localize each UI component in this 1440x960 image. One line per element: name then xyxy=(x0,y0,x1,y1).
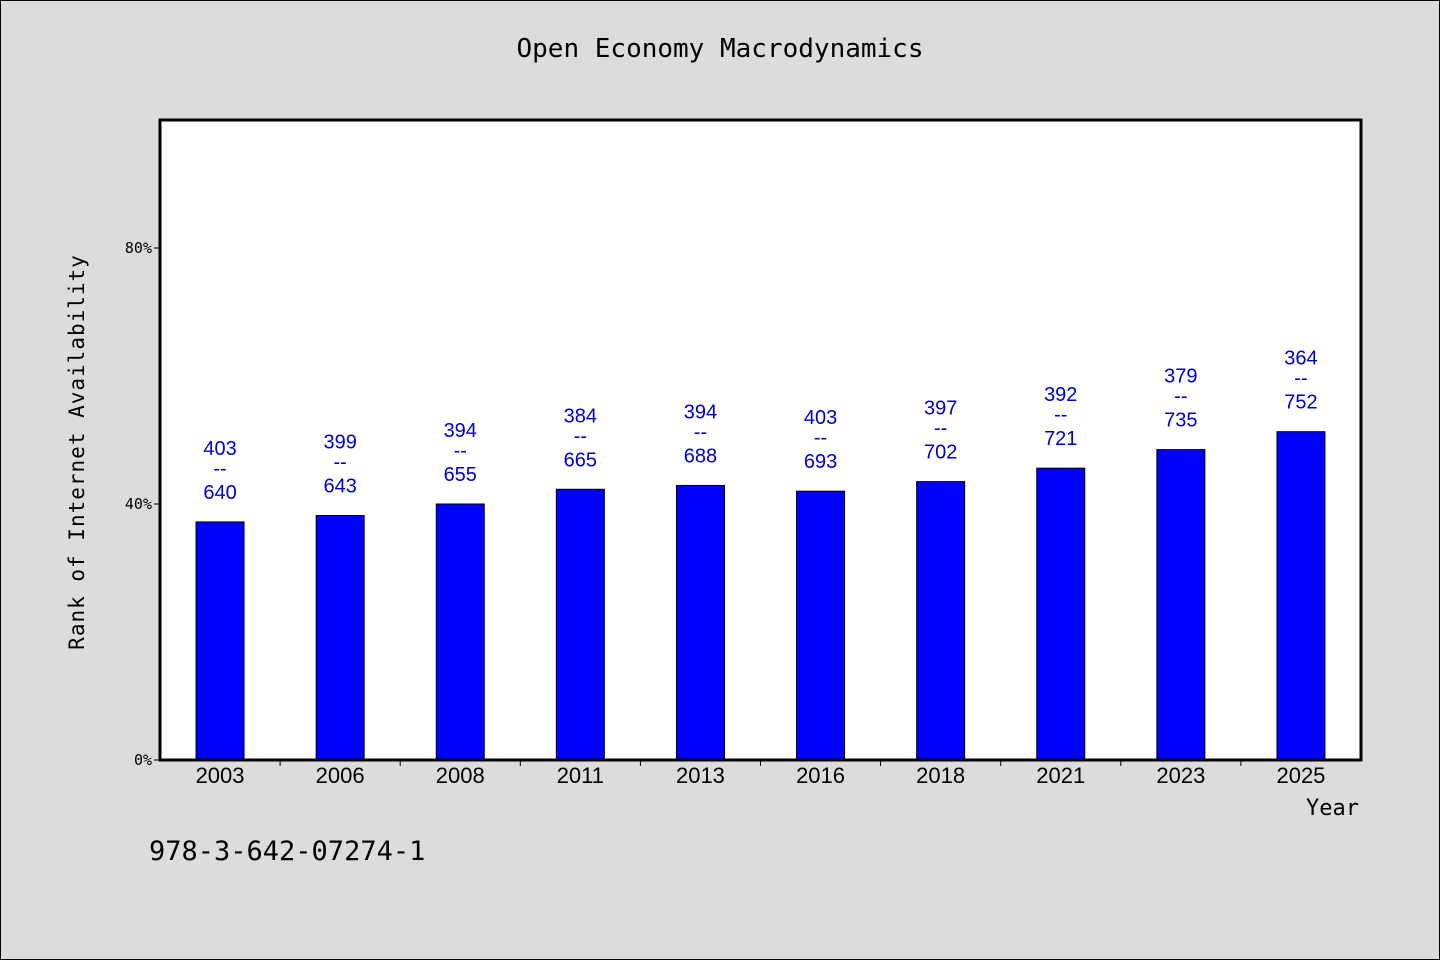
bar-annotation-top-2008: 394 xyxy=(444,420,477,442)
bar-annotation-top-2023: 379 xyxy=(1164,366,1197,388)
bar-annotation-bottom-2013: 688 xyxy=(684,445,717,467)
y-tick-label-80: 80% xyxy=(125,239,152,257)
bar-annotation-separator-2013: -- xyxy=(694,421,707,443)
x-tick-label-2025: 2025 xyxy=(1276,763,1325,788)
bar-2003 xyxy=(195,521,245,761)
bar-2016 xyxy=(796,490,846,761)
bar-2008 xyxy=(435,503,485,761)
bar-annotation-top-2018: 397 xyxy=(924,398,957,420)
bar-2025 xyxy=(1276,431,1326,761)
bar-annotation-separator-2008: -- xyxy=(454,440,467,462)
bar-annotation-top-2003: 403 xyxy=(203,438,236,460)
bar-annotation-separator-2021: -- xyxy=(1054,404,1067,426)
x-tick-label-2023: 2023 xyxy=(1156,763,1205,788)
annotations-layer: 403--640399--643394--655384--665394--688… xyxy=(203,348,1317,504)
bar-annotation-separator-2011: -- xyxy=(574,425,587,447)
bar-annotation-bottom-2018: 702 xyxy=(924,442,957,464)
bar-annotation-bottom-2011: 665 xyxy=(564,449,597,471)
bar-annotation-separator-2016: -- xyxy=(814,427,827,449)
x-tick-label-2011: 2011 xyxy=(557,763,604,788)
bar-annotation-separator-2018: -- xyxy=(934,418,947,440)
x-tick-label-2013: 2013 xyxy=(676,763,725,788)
footer-code: 978-3-642-07274-1 xyxy=(149,836,426,867)
bar-annotation-bottom-2016: 693 xyxy=(804,451,837,473)
x-tick-label-2008: 2008 xyxy=(436,763,485,788)
bar-annotation-separator-2025: -- xyxy=(1294,368,1307,390)
bar-2023 xyxy=(1156,449,1206,761)
bar-annotation-bottom-2006: 643 xyxy=(323,476,356,498)
bar-annotation-separator-2023: -- xyxy=(1174,386,1187,408)
bar-annotation-separator-2003: -- xyxy=(213,458,226,480)
axes-layer: 2003 2006 2008 2011 2013 2016 2018 2021 2023 2025… xyxy=(125,239,1326,788)
bar-annotation-bottom-2025: 752 xyxy=(1284,392,1317,414)
bar-annotation-top-2016: 403 xyxy=(804,407,837,429)
bar-annotation-top-2013: 394 xyxy=(684,401,717,423)
y-tick-label-0: 0% xyxy=(134,751,152,769)
x-axis-label: Year xyxy=(1306,796,1359,821)
x-tick-label-2016: 2016 xyxy=(796,763,845,788)
y-tick-label-40: 40% xyxy=(125,495,152,513)
bar-annotation-bottom-2021: 721 xyxy=(1044,428,1077,450)
bar-annotation-bottom-2023: 735 xyxy=(1164,410,1197,432)
bar-2018 xyxy=(916,481,966,761)
bars-layer xyxy=(195,431,1326,761)
bar-annotation-separator-2006: -- xyxy=(333,452,346,474)
bar-annotation-top-2021: 392 xyxy=(1044,384,1077,406)
bar-2021 xyxy=(1036,467,1086,761)
bar-annotation-top-2025: 364 xyxy=(1284,348,1317,370)
x-tick-label-2006: 2006 xyxy=(316,763,365,788)
plot-frame xyxy=(158,118,1363,762)
bar-annotation-top-2011: 384 xyxy=(564,405,597,427)
x-tick-label-2021: 2021 xyxy=(1036,763,1085,788)
bar-2013 xyxy=(675,484,725,761)
x-tick-label-2003: 2003 xyxy=(196,763,245,788)
bar-2011 xyxy=(555,488,605,761)
x-tick-label-2018: 2018 xyxy=(916,763,965,788)
bar-annotation-bottom-2008: 655 xyxy=(444,464,477,486)
bar-annotation-top-2006: 399 xyxy=(323,432,356,454)
bar-2006 xyxy=(315,515,365,761)
bar-annotation-bottom-2003: 640 xyxy=(203,482,236,504)
chart-title: Open Economy Macrodynamics xyxy=(516,34,924,64)
